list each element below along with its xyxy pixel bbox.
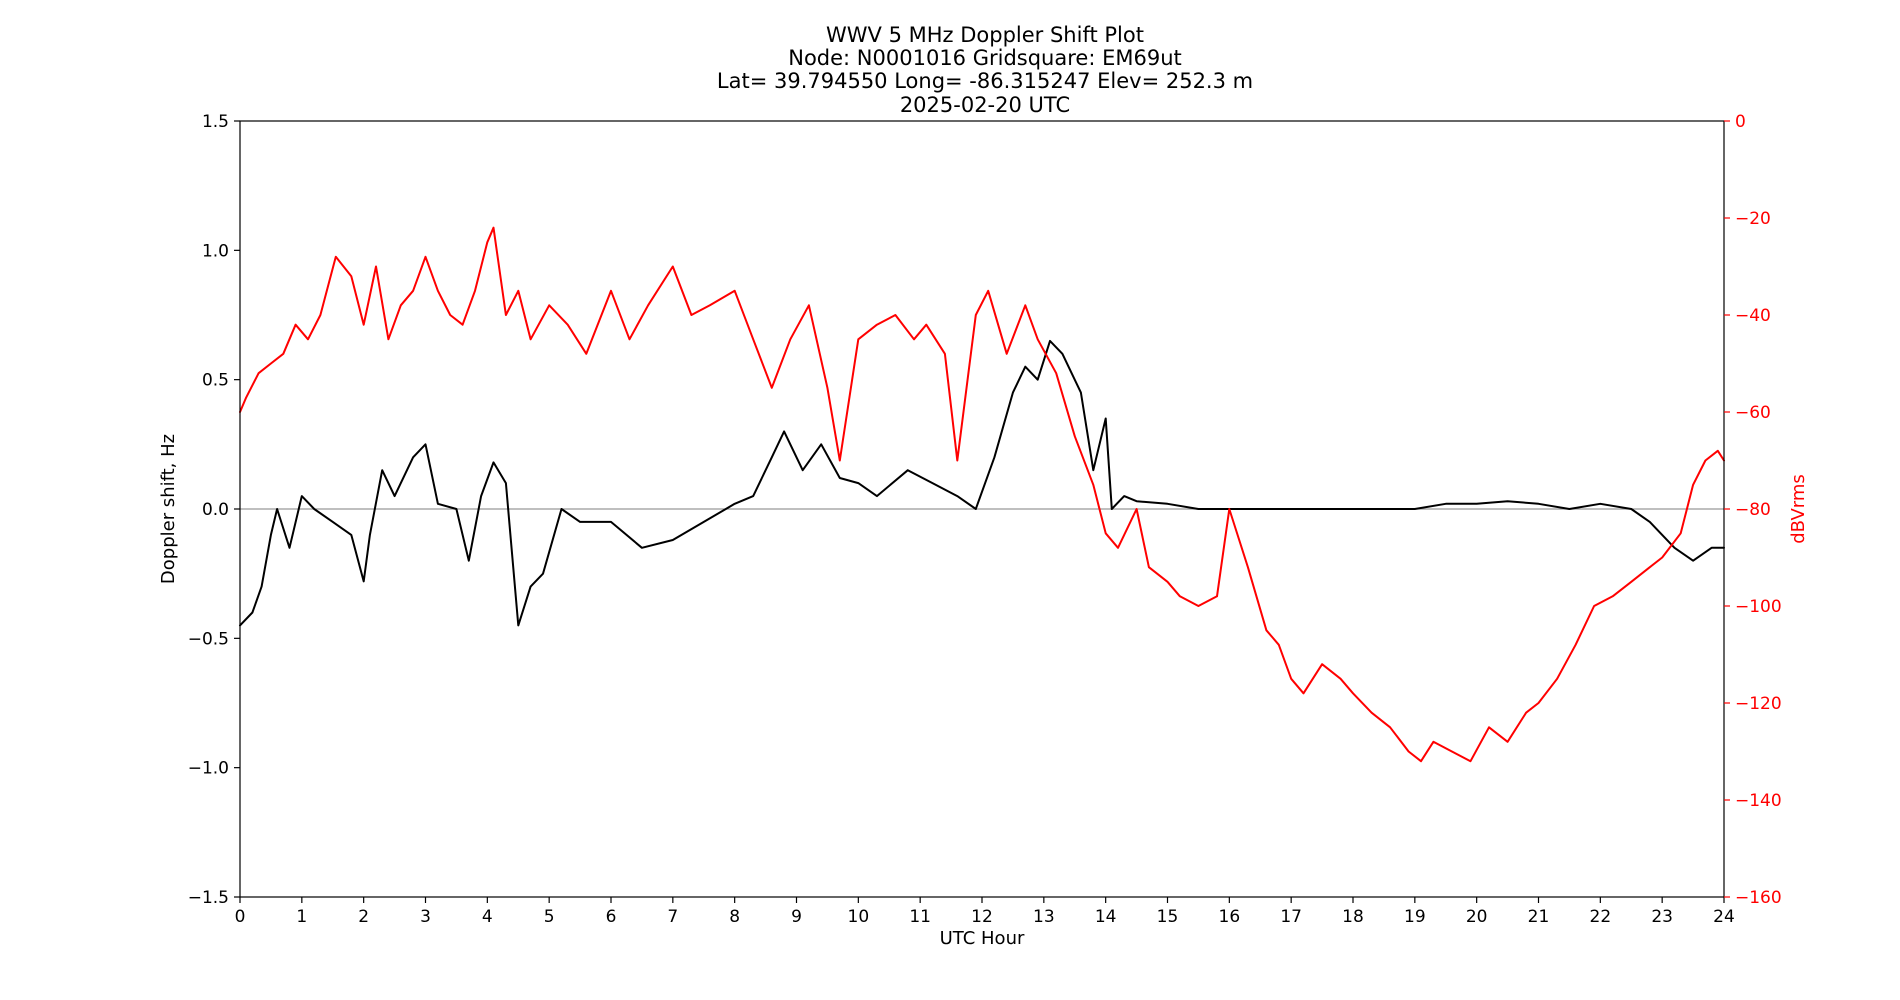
x-tick-label: 11 (909, 907, 931, 927)
chart-title-block: WWV 5 MHz Doppler Shift Plot Node: N0001… (717, 23, 1253, 117)
x-tick-label: 2 (358, 907, 369, 927)
x-tick-label: 8 (729, 907, 740, 927)
right-y-axis-label: dBVrms (1788, 474, 1809, 544)
x-tick-label: 0 (235, 907, 246, 927)
right-y-tick-label: −60 (1735, 403, 1771, 423)
x-tick-label: 19 (1404, 907, 1426, 927)
left-y-tick-label: 1.5 (202, 112, 229, 132)
left-y-tick-label: 0.0 (202, 500, 229, 520)
x-tick-label: 13 (1033, 907, 1055, 927)
x-tick-label: 7 (667, 907, 678, 927)
x-tick-label: 9 (791, 907, 802, 927)
series-layer (239, 226, 1725, 763)
right-y-tick-label: −160 (1735, 888, 1782, 908)
x-tick-label: 20 (1466, 907, 1488, 927)
x-tick-label: 17 (1280, 907, 1302, 927)
left-y-tick-label: 0.5 (202, 371, 229, 391)
x-tick-label: 3 (420, 907, 431, 927)
chart-subtitle-date: 2025-02-20 UTC (900, 93, 1070, 117)
signal-level-series-line (239, 226, 1725, 763)
right-y-tick-label: −80 (1735, 500, 1771, 520)
x-axis-label: UTC Hour (940, 928, 1025, 949)
x-tick-label: 5 (544, 907, 555, 927)
right-y-tick-label: −40 (1735, 306, 1771, 326)
x-tick-label: 23 (1651, 907, 1673, 927)
doppler-shift-series-line (239, 339, 1725, 627)
chart-subtitle-location: Lat= 39.794550 Long= -86.315247 Elev= 25… (717, 69, 1253, 93)
right-y-tick-label: −140 (1735, 791, 1782, 811)
x-tick-label: 24 (1713, 907, 1735, 927)
chart-subtitle-node: Node: N0001016 Gridsquare: EM69ut (788, 46, 1181, 70)
x-tick-label: 10 (848, 907, 870, 927)
x-tick-label: 14 (1095, 907, 1117, 927)
left-y-tick-label: −1.5 (188, 888, 229, 908)
left-y-axis-label: Doppler shift, Hz (158, 434, 179, 584)
right-y-tick-label: −100 (1735, 597, 1782, 617)
x-tick-label: 18 (1342, 907, 1364, 927)
chart-title: WWV 5 MHz Doppler Shift Plot (826, 23, 1144, 47)
left-y-tick-label: 1.0 (202, 241, 229, 261)
x-tick-label: 4 (482, 907, 493, 927)
x-axis-ticks: 0 1 2 3 4 5 6 7 8 9 10 11 12 13 14 15 16 17 18 19 20 21 22 23 24 (235, 897, 1735, 927)
x-tick-label: 1 (296, 907, 307, 927)
right-y-tick-label: −20 (1735, 209, 1771, 229)
x-tick-label: 16 (1219, 907, 1241, 927)
x-tick-label: 22 (1590, 907, 1612, 927)
x-tick-label: 21 (1528, 907, 1550, 927)
x-tick-label: 6 (606, 907, 617, 927)
right-y-tick-label: −120 (1735, 694, 1782, 714)
right-y-tick-label: 0 (1735, 112, 1746, 132)
left-y-axis-ticks: 1.5 1.0 0.5 0.0 −0.5 −1.0 −1.5 (188, 112, 240, 908)
x-tick-label: 15 (1157, 907, 1179, 927)
right-y-axis-ticks: 0 −20 −40 −60 −80 −100 −120 −140 −160 (1724, 112, 1782, 908)
left-y-tick-label: −1.0 (188, 759, 229, 779)
x-tick-label: 12 (971, 907, 993, 927)
left-y-tick-label: −0.5 (188, 629, 229, 649)
